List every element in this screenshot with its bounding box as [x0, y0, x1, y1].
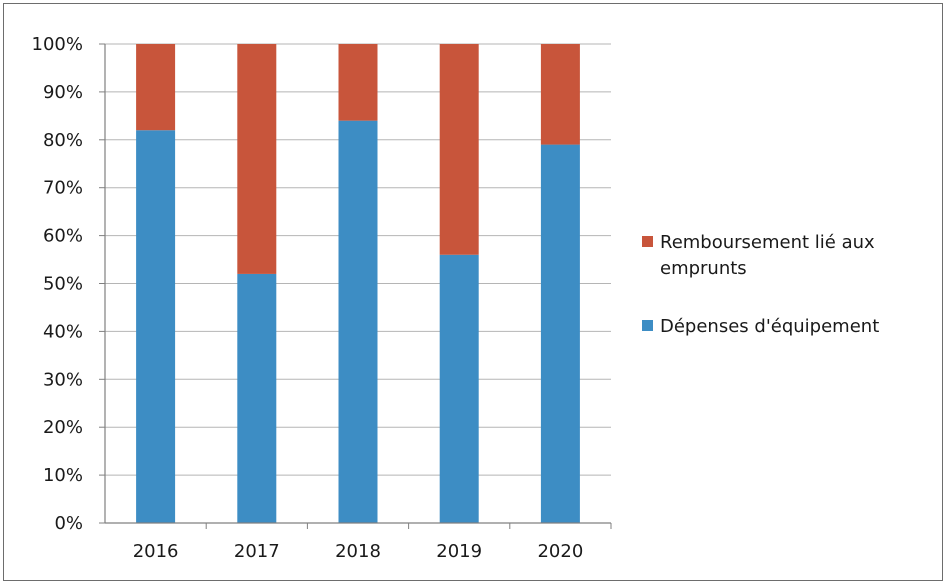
- x-tick-label: 2018: [335, 541, 381, 562]
- legend: Remboursement lié aux emprunts Dépenses …: [642, 232, 879, 337]
- x-tick-labels: 2016 2017 2018 2019 2020: [133, 523, 612, 562]
- y-tick-label: 10%: [43, 465, 83, 486]
- y-tick-label: 80%: [43, 130, 83, 151]
- x-tick-label: 2020: [537, 541, 583, 562]
- legend-label-remboursement-line1: Remboursement lié aux: [660, 232, 875, 253]
- y-tick-label: 20%: [43, 417, 83, 438]
- y-tick-labels: 0% 10% 20% 30% 40% 50% 60% 70% 80% 90% 100%: [32, 34, 105, 534]
- bar-depenses-2018: [338, 120, 378, 523]
- y-tick-label: 0%: [54, 513, 83, 534]
- bar-remboursement-2019: [439, 44, 479, 255]
- x-tick-label: 2017: [234, 541, 280, 562]
- y-tick-label: 60%: [43, 226, 83, 247]
- bar-remboursement-2020: [540, 44, 580, 145]
- y-tick-label: 70%: [43, 178, 83, 199]
- legend-swatch-remboursement: [642, 236, 653, 247]
- bar-depenses-2016: [136, 130, 176, 523]
- legend-label-depenses: Dépenses d'équipement: [660, 316, 879, 337]
- bar-remboursement-2018: [338, 44, 378, 121]
- x-tick-label: 2019: [436, 541, 482, 562]
- y-tick-label: 50%: [43, 274, 83, 295]
- y-tick-label: 90%: [43, 82, 83, 103]
- bar-depenses-2017: [237, 273, 277, 523]
- y-tick-label: 30%: [43, 369, 83, 390]
- bar-depenses-2020: [540, 144, 580, 523]
- bars-group: [136, 44, 580, 523]
- chart-frame: 0% 10% 20% 30% 40% 50% 60% 70% 80% 90% 100% 2016 20…: [3, 3, 943, 581]
- y-tick-label: 100%: [32, 34, 83, 55]
- x-tick-label: 2016: [133, 541, 179, 562]
- bar-remboursement-2017: [237, 44, 277, 274]
- bar-remboursement-2016: [136, 44, 176, 131]
- y-tick-label: 40%: [43, 321, 83, 342]
- stacked-bar-chart: 0%10%20%30%40%50%60%70%80%90%100% 2016 20…: [32, 34, 880, 562]
- bar-depenses-2019: [439, 254, 479, 523]
- legend-label-remboursement-line2: emprunts: [660, 258, 747, 279]
- legend-swatch-depenses: [642, 320, 653, 331]
